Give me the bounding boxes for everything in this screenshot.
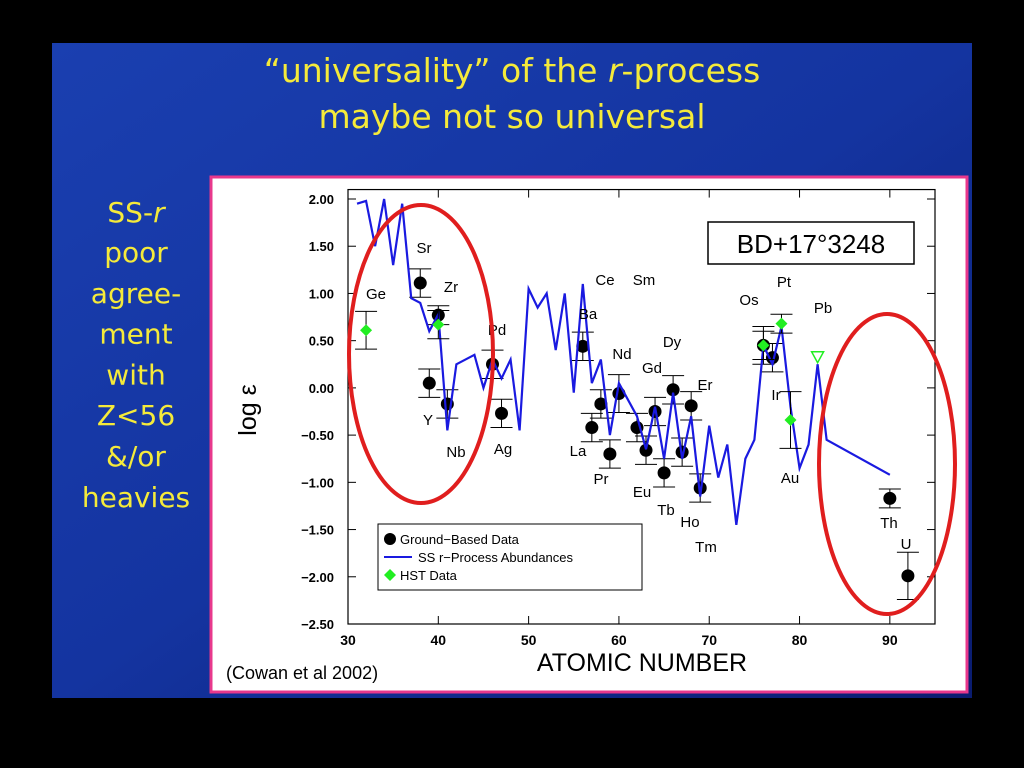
legend-box	[377, 523, 643, 591]
element-label: Gd	[642, 360, 662, 377]
data-point	[775, 317, 788, 330]
data-point	[639, 443, 653, 457]
element-label: Ba	[579, 306, 598, 323]
element-label: Zr	[444, 279, 458, 296]
data-point	[594, 397, 608, 411]
element-label: Th	[880, 515, 898, 532]
legend-label: SS r−Process Abundances	[418, 550, 574, 565]
data-point	[576, 339, 590, 353]
highlight-ellipse	[347, 203, 495, 505]
data-point	[360, 324, 373, 337]
side-text: with	[106, 358, 165, 391]
side-part: SS-	[107, 196, 153, 229]
x-tick-label: 70	[701, 632, 717, 648]
data-point	[585, 421, 599, 435]
element-label: Au	[781, 470, 799, 487]
y-tick-label: −1.00	[301, 475, 334, 490]
element-label: La	[570, 443, 587, 460]
side-lines: poor agree-ment with Z<56 &/or heavies	[82, 236, 190, 514]
element-label: Sr	[417, 240, 432, 257]
y-tick-label: 1.50	[309, 239, 334, 254]
element-label: U	[901, 536, 912, 553]
x-tick-label: 80	[792, 632, 808, 648]
data-point	[603, 447, 617, 461]
y-tick-label: −2.50	[301, 617, 334, 632]
data-point	[666, 383, 680, 397]
side-text: poor	[104, 236, 168, 269]
annotation: BD+17°3248	[737, 229, 885, 259]
element-label: Er	[698, 377, 713, 394]
citation: (Cowan et al 2002)	[226, 663, 378, 683]
element-label: Ge	[366, 286, 386, 303]
element-label: Tm	[695, 539, 717, 556]
legend-swatch	[384, 533, 396, 545]
element-label: Y	[423, 412, 433, 429]
element-label: Ag	[494, 441, 512, 458]
y-tick-label: 1.00	[309, 286, 334, 301]
side-text: &/or	[106, 440, 166, 473]
element-label: Ce	[595, 272, 614, 289]
side-text: agree-	[91, 277, 181, 310]
data-point	[757, 339, 770, 352]
element-label: Sm	[633, 272, 656, 289]
y-tick-label: 0.50	[309, 334, 334, 349]
y-tick-label: 0.00	[309, 381, 334, 396]
element-label: Nd	[612, 346, 631, 363]
data-point	[657, 466, 671, 480]
element-label: Eu	[633, 484, 651, 501]
chart: 2.00 1.50 1.00 0.50 0.00 −0.50 −1.00 −1.50 −2.00…	[226, 188, 936, 683]
side-text: ment	[99, 318, 172, 351]
y-tick-label: −1.50	[301, 523, 334, 538]
element-label: Pt	[777, 274, 792, 291]
plot-frame	[347, 188, 936, 625]
y-axis-label: log ε	[234, 384, 262, 435]
element-label: Os	[739, 292, 758, 309]
y-tick-label: 2.00	[309, 192, 334, 207]
element-label: Pb	[814, 300, 832, 317]
title-part: -process	[622, 51, 761, 90]
data-point	[422, 376, 436, 390]
highlight-ellipse	[817, 312, 957, 616]
side-text: SS-r	[107, 196, 166, 229]
x-tick-label: 90	[882, 632, 898, 648]
element-label: Dy	[663, 334, 682, 351]
y-tick-label: −0.50	[301, 428, 334, 443]
data-point	[413, 276, 427, 290]
side-part: r	[153, 196, 166, 229]
side-text: heavies	[82, 481, 190, 514]
abundance-line	[356, 198, 891, 525]
element-label: Ho	[680, 514, 699, 531]
title-line: maybe not so universal	[318, 97, 705, 136]
legend-label: HST Data	[400, 568, 458, 583]
data-point	[432, 318, 445, 331]
data-point	[810, 350, 825, 365]
x-tick-label: 60	[611, 632, 627, 648]
title-part: “universality” of the	[264, 51, 608, 90]
element-label: Nb	[446, 444, 465, 461]
legend-swatch	[384, 569, 396, 581]
data-point	[883, 491, 897, 505]
y-tick-label: −2.00	[301, 570, 334, 585]
annotation-box	[707, 221, 915, 265]
title-part: r	[608, 51, 624, 90]
x-axis-label: ATOMIC NUMBER	[537, 649, 747, 677]
element-label: Tb	[657, 502, 675, 519]
x-tick-label: 40	[431, 632, 447, 648]
legend-label: Ground−Based Data	[400, 532, 520, 547]
title-line: “universality” of the r-process	[264, 51, 761, 90]
data-point	[684, 399, 698, 413]
x-tick-label: 50	[521, 632, 537, 648]
x-tick-label: 30	[340, 632, 356, 648]
side-text: Z<56	[97, 399, 175, 432]
element-label: Pr	[594, 471, 609, 488]
element-label: Ir	[771, 387, 780, 404]
data-point	[495, 406, 509, 420]
data-point	[784, 414, 797, 426]
data-point	[901, 569, 915, 583]
